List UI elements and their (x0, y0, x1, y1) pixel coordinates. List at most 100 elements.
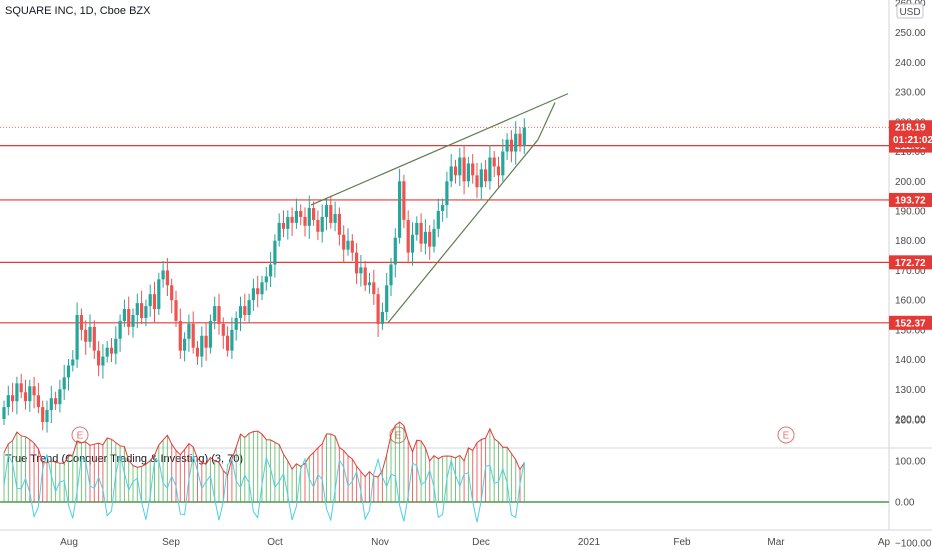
candle (441, 198, 445, 222)
candle-body (204, 335, 208, 348)
candle-body (406, 219, 410, 253)
candle-body (178, 320, 182, 351)
candle-body (88, 326, 92, 342)
candle-body (66, 365, 71, 378)
candle (234, 311, 238, 341)
price-tick-label: 250.00 (895, 28, 926, 39)
candle-body (445, 181, 449, 206)
candle-body (419, 222, 423, 244)
price-tick-label: 140.00 (895, 355, 926, 366)
candle-body (238, 306, 243, 318)
candle-body (213, 306, 217, 321)
earnings-marker[interactable]: E (71, 426, 89, 444)
candle-body (195, 347, 200, 357)
candle-body (410, 234, 415, 253)
candle-body (389, 264, 393, 286)
candle (15, 376, 19, 415)
price-tick-label: 170.00 (895, 266, 926, 277)
candle (32, 376, 36, 409)
candle (170, 278, 174, 314)
candle-body (320, 216, 324, 232)
candle (157, 272, 161, 315)
candle-body (32, 386, 36, 396)
candle-body (312, 208, 316, 220)
candle-body (363, 267, 367, 286)
candle (406, 210, 410, 264)
candle (294, 198, 298, 229)
candle (174, 290, 178, 327)
horizontal-levels (0, 126, 889, 324)
candle (191, 311, 195, 354)
wedge-closure-line[interactable] (537, 102, 556, 140)
candle-body (71, 359, 75, 366)
candle-body (286, 216, 290, 229)
candle (200, 326, 204, 368)
candle-body (260, 282, 264, 295)
candle (359, 254, 363, 287)
candle-body (488, 157, 492, 182)
earnings-marker[interactable]: E (777, 426, 795, 444)
candle (423, 219, 427, 255)
candle (178, 308, 182, 359)
candle-body (402, 181, 406, 220)
candle-body (191, 323, 195, 348)
price-tick-label: 180.00 (895, 236, 926, 247)
rising-wedge-lines[interactable] (310, 93, 569, 324)
time-axis-label: Aug (60, 537, 78, 548)
level-price-label: 172.72 (895, 258, 926, 269)
candle-body (415, 222, 419, 235)
candle-body (127, 309, 131, 327)
earnings-label: E (395, 431, 402, 442)
main-price-pane[interactable]: 260.00250.00240.00230.00220.00210.00200.… (0, 0, 932, 531)
candle-body (234, 317, 238, 330)
candle-body (432, 228, 436, 247)
candle-body (23, 392, 28, 402)
candle (415, 216, 419, 241)
candle-body (11, 395, 15, 402)
time-axis[interactable]: Aug Sep Oct Nov Dec 2021 Feb Mar Ap (60, 537, 890, 548)
candle (428, 225, 432, 260)
candle (436, 198, 440, 238)
wedge-upper-trendline[interactable] (310, 93, 569, 206)
price-tick-label: 120.00 (895, 415, 926, 426)
earnings-marker[interactable]: E (389, 426, 407, 444)
candle-body (131, 315, 135, 327)
candle-body (118, 320, 122, 339)
earnings-label: E (77, 431, 84, 442)
candle (479, 162, 483, 201)
candle-body (92, 326, 96, 351)
candle-body (62, 377, 66, 390)
candle (187, 314, 191, 352)
candle (256, 275, 260, 308)
candle-body (157, 279, 161, 310)
candle-body (501, 151, 505, 176)
candle (316, 210, 320, 241)
candle-body (170, 285, 174, 301)
earnings-circle (71, 426, 89, 444)
candle (277, 213, 281, 247)
candle (161, 260, 165, 288)
earnings-label: E (783, 431, 790, 442)
indicator-pane[interactable]: True Trend (Conquer Trading & Investing)… (0, 416, 932, 550)
candle-body (496, 166, 501, 176)
candle-body (372, 282, 376, 295)
last-price-label: 218.19 (895, 123, 926, 134)
wedge-lower-trendline[interactable] (387, 139, 539, 324)
price-axis[interactable]: 260.00250.00240.00230.00220.00210.00200.… (895, 0, 926, 426)
candle-body (247, 300, 251, 315)
currency-badge[interactable]: USD (899, 7, 920, 18)
candle (183, 332, 187, 362)
candle (367, 272, 372, 294)
price-tick-label: 150.00 (895, 325, 926, 336)
candle (380, 302, 384, 330)
candle (466, 156, 470, 188)
candle (264, 266, 268, 291)
candle (127, 296, 131, 336)
candle (346, 228, 350, 256)
candle-body (49, 398, 53, 411)
candle-body (509, 139, 513, 152)
candle (475, 162, 479, 198)
